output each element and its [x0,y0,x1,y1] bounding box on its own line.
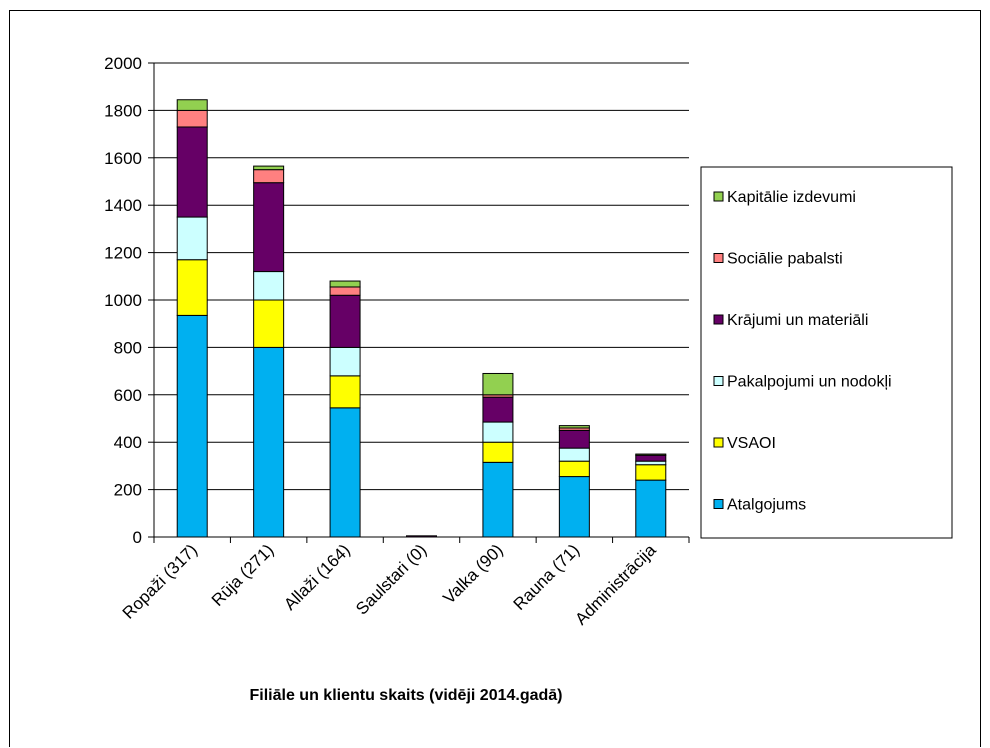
bar-segment [558,460,590,478]
bar-segment [176,126,208,218]
bar-segment [482,421,514,443]
y-tick-label: 200 [114,481,142,500]
x-category-label: Valka (90) [439,540,506,607]
legend-swatch [713,376,724,386]
bar-segment [635,464,667,481]
x-axis-title: Filiāle un klientu skaits (vidēji 2014.g… [250,687,563,704]
bar-segment [406,535,437,538]
x-category-label: Saulstari (0) [352,540,430,618]
y-tick-label: 1000 [104,291,142,310]
legend-label: Sociālie pabalsti [727,251,843,268]
bar-segment [329,280,361,288]
chart-frame: 0 200 400 600 800 1000 1200 1400 1600 1800 2000 Rop… [9,10,981,747]
bar-segment [176,109,208,128]
x-category-label: Rauna (71) [510,540,584,614]
bar-segment [253,299,285,348]
gridlines [148,62,689,538]
y-tick-label: 0 [133,528,142,547]
y-tick-label: 600 [114,386,142,405]
bar-segment [558,425,590,429]
y-tick-label: 1600 [104,149,142,168]
stacked-bar-chart: 0 200 400 600 800 1000 1200 1400 1600 1800 2000 Rop… [104,54,953,704]
bar-segment [176,314,208,538]
bar-segment [635,454,667,462]
bar-segment [558,447,590,462]
legend-swatch [713,314,724,325]
y-tick-label: 800 [114,338,142,357]
bar-segment [482,372,514,396]
bar-segment [253,346,285,538]
bar-segment [558,429,590,449]
legend-label: Atalgojums [727,497,806,514]
legend-box [700,166,953,539]
bar-segment [329,294,361,348]
bar-segment [635,453,667,456]
bar-segment [558,476,590,538]
legend-swatch [713,191,724,202]
bars [176,99,667,538]
y-tick-label: 1800 [104,101,142,120]
legend-label: Pakalpojumi un nodokļi [727,374,892,391]
legend-swatch [713,499,724,509]
bar-segment [176,259,208,316]
y-tick-label: 400 [114,433,142,452]
bar-segment [253,182,285,273]
y-tick-label: 2000 [104,54,142,73]
legend-label: Krājumi un materiāli [727,312,868,329]
bar-segment [482,441,514,463]
legend-label: VSAOI [727,435,776,452]
legend-label: Kapitālie izdevumi [727,189,856,206]
bar-segment [482,461,514,538]
legend-swatch [713,253,724,263]
bar-segment [176,99,208,111]
legend: Kapitālie izdevumi Sociālie pabalsti Krāju… [700,166,953,539]
x-category-label: Ropaži (317) [119,540,201,622]
y-tick-label: 1400 [104,196,142,215]
bar-segment [253,271,285,301]
bar-segment [329,286,361,296]
bar-segment [635,479,667,538]
y-tick-label: 1200 [104,244,142,263]
bar-segment [329,407,361,538]
x-category-label: Administrācija [571,540,660,629]
bar-segment [176,216,208,261]
x-category-label: Allaži (164) [280,540,354,614]
bar-segment [253,165,285,171]
x-category-label: Rūja (271) [208,540,278,610]
bar-segment [482,396,514,423]
legend-swatch [713,437,724,448]
bar-segment [329,375,361,409]
bar-segment [329,346,361,377]
bar-segment [253,169,285,184]
bar-segment [635,460,667,466]
